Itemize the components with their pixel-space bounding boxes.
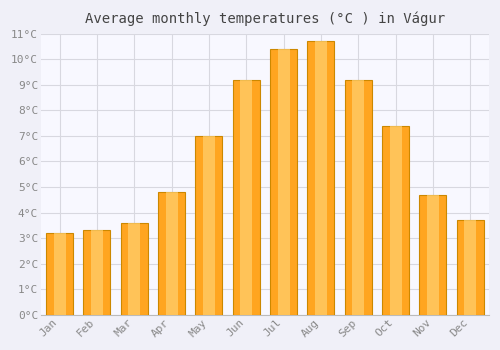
Bar <box>54 233 66 315</box>
Bar <box>240 80 252 315</box>
Bar <box>84 230 110 315</box>
Bar <box>308 41 334 315</box>
Bar <box>91 230 103 315</box>
Bar <box>390 126 402 315</box>
Bar <box>128 223 140 315</box>
Bar <box>203 136 215 315</box>
Bar <box>196 136 222 315</box>
Bar <box>233 80 260 315</box>
Bar <box>464 220 476 315</box>
Bar <box>158 192 185 315</box>
Bar <box>121 223 148 315</box>
Bar <box>352 80 364 315</box>
Bar <box>278 49 289 315</box>
Bar <box>270 49 297 315</box>
Bar <box>382 126 409 315</box>
Bar <box>420 195 446 315</box>
Title: Average monthly temperatures (°C ) in Vágur: Average monthly temperatures (°C ) in Vá… <box>85 11 445 26</box>
Bar <box>166 192 177 315</box>
Bar <box>46 233 73 315</box>
Bar <box>345 80 372 315</box>
Bar <box>427 195 439 315</box>
Bar <box>457 220 483 315</box>
Bar <box>315 41 327 315</box>
